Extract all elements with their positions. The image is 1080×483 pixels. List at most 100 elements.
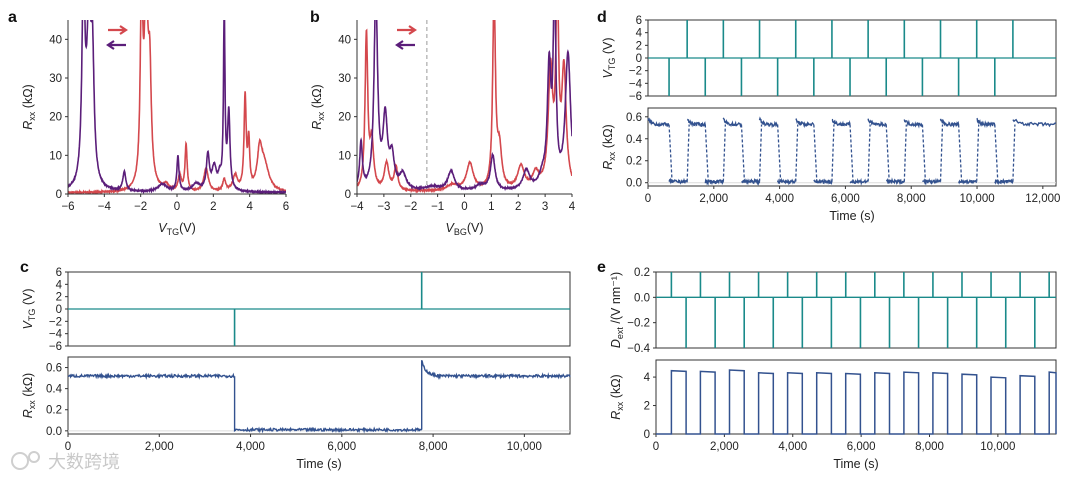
panel-d-rxx-transition: [722, 124, 726, 182]
panel-d-rxx-plateau: [976, 117, 996, 129]
panel-b-xtick-label: −2: [404, 201, 417, 213]
panel-a-ytick-label: 30: [49, 73, 62, 85]
panel-a-xtick-label: −4: [98, 201, 112, 213]
panel-b-xtick-label: 3: [542, 201, 548, 213]
panel-d-rxx-plateau: [957, 178, 978, 185]
panel-d-rxx-plateau: [668, 177, 688, 185]
panel-label-e: e: [597, 259, 606, 276]
panel-d-xtick-label: 10,000: [959, 193, 994, 205]
panel-a-ytick-label: 0: [56, 189, 62, 201]
panel-b-legend-backward-arrow-icon: [395, 40, 415, 50]
panel-c-xlabel: Time (s): [296, 457, 341, 471]
panel-d-top-ytick-label: −6: [629, 91, 642, 103]
panel-d-rxx-plateau: [994, 177, 1014, 186]
panel-e-xtick-label: 10,000: [980, 441, 1015, 453]
panel-c-xtick-label: 6,000: [327, 441, 356, 453]
panel-e-bottom-ytick-label: 0: [644, 429, 650, 441]
panel-e-rxx-series: [656, 369, 1057, 435]
panel-d-xtick-label: 0: [645, 193, 651, 205]
panel-d-rxx-plateau: [939, 118, 960, 128]
watermark: 大数跨境: [11, 451, 120, 473]
panel-d-xtick-label: 6,000: [831, 193, 860, 205]
watermark-logo-icon: [11, 452, 29, 470]
panel-b-xtick-label: −1: [431, 201, 444, 213]
panel-b-xtick-label: 1: [488, 201, 494, 213]
panel-c-bottom-ytick-label: 0.2: [46, 405, 62, 417]
panel-e-xtick-label: 4,000: [778, 441, 807, 453]
panel-c-xtick-label: 4,000: [236, 441, 265, 453]
panel-d-rxx-transition: [885, 124, 890, 182]
panel-d-rxx-plateau: [831, 118, 851, 127]
panel-c-xtick-label: 2,000: [145, 441, 174, 453]
watermark-logo-icon-2: [28, 451, 40, 463]
panel-d-rxx-transition: [758, 124, 763, 182]
panel-e-top-ytick-label: −0.2: [627, 318, 650, 330]
panel-d-rxx-plateau: [647, 117, 670, 128]
panel-d-top-ytick-label: −2: [629, 66, 642, 78]
panel-e-chart: −0.4 −0.2 0.0 0.2 0 2 4 0 2,000 4,000 6,000 8,000 10…: [609, 267, 1057, 471]
panel-d-xtick-label: 2,000: [699, 193, 728, 205]
panel-c-top-ytick-label: −4: [49, 329, 63, 341]
panel-e-bottom-ytick-label: 2: [644, 401, 650, 413]
panel-a-ylabel: Rxx (kΩ): [21, 84, 37, 129]
panel-e-top-ytick-label: 0.2: [634, 267, 650, 279]
panel-a-xtick-label: 0: [174, 201, 180, 213]
panel-b-ytick-label: 40: [338, 34, 351, 46]
panel-b-xtick-label: 4: [569, 201, 576, 213]
panel-e-top-frame: [655, 271, 1057, 349]
panel-c-bottom-ytick-label: 0.0: [46, 426, 62, 438]
panel-d-top-ylabel: VTG (V): [601, 38, 617, 79]
panel-a-xtick-label: −6: [61, 201, 74, 213]
panel-b-ylabel: Rxx (kΩ): [310, 84, 326, 129]
panel-d-rxx-plateau: [922, 177, 942, 186]
panel-d-top-ytick-label: 6: [636, 15, 642, 27]
panel-c-xtick-label: 10,000: [507, 441, 542, 453]
panel-a-chart: 0 10 20 30 40 −6 −4 −2 0 2 4 6 VTG(V) Rxx (kΩ): [21, 20, 289, 237]
panel-e-bottom-ytick-label: 4: [644, 372, 651, 384]
panel-d-rxx-plateau: [687, 118, 706, 128]
panel-d-top-ytick-label: 4: [636, 28, 643, 40]
watermark-text: 大数跨境: [48, 452, 120, 473]
panel-b-series-forward: [357, 20, 572, 194]
panel-d-top-ytick-label: 0: [636, 53, 642, 65]
panel-d-rxx-plateau: [741, 177, 761, 186]
panel-c-top-ytick-label: −2: [49, 316, 62, 328]
panel-d-rxx-plateau: [704, 178, 724, 186]
panel-e-xtick-label: 2,000: [710, 441, 739, 453]
panel-d-rxx-transition: [903, 124, 907, 182]
panel-d-rxx-transition: [795, 124, 799, 182]
panel-d-rxx-plateau: [903, 119, 923, 129]
panel-d-bottom-ylabel: Rxx (kΩ): [601, 124, 617, 169]
panel-d-rxx-transition: [976, 124, 980, 182]
panel-d-rxx-plateau: [813, 178, 833, 186]
panel-d-rxx-transition: [1012, 124, 1016, 182]
panel-a-xlabel: VTG(V): [158, 221, 196, 237]
panel-e-bottom-frame: [655, 359, 1057, 435]
panel-d-xtick-label: 8,000: [897, 193, 926, 205]
panel-c-xtick-label: 0: [65, 441, 71, 453]
panel-e-bottom-ylabel: Rxx (kΩ): [609, 374, 625, 419]
panel-a-xtick-label: 2: [210, 201, 216, 213]
panel-e-top-ylabel: Dext /(V nm⁻¹): [609, 272, 625, 348]
panel-d-bottom-ytick-label: 0.2: [626, 156, 642, 168]
panel-b-xtick-label: 0: [461, 201, 467, 213]
panel-c-bottom-frame: [67, 356, 571, 435]
panel-a-xtick-label: 6: [283, 201, 289, 213]
panel-d-rxx-transition: [994, 124, 999, 182]
panel-c-top-ytick-label: −6: [49, 341, 62, 353]
panel-b-ytick-label: 10: [338, 150, 351, 162]
panel-c-bottom-ytick-label: 0.6: [46, 363, 62, 375]
panel-d-rxx-transition: [939, 124, 944, 182]
panel-b-xtick-label: −3: [377, 201, 390, 213]
panel-a-xtick-label: −2: [134, 201, 147, 213]
panel-d-rxx-transition: [668, 124, 673, 182]
panel-a-series-forward: [68, 20, 286, 194]
panel-d-bottom-ytick-label: 0.4: [626, 134, 643, 146]
panel-d-top-ytick-label: −4: [629, 78, 643, 90]
panel-a-legend-forward-arrow-icon: [108, 25, 128, 35]
panel-c-top-ytick-label: 0: [56, 304, 62, 316]
panel-d-rxx-transition: [921, 124, 927, 182]
